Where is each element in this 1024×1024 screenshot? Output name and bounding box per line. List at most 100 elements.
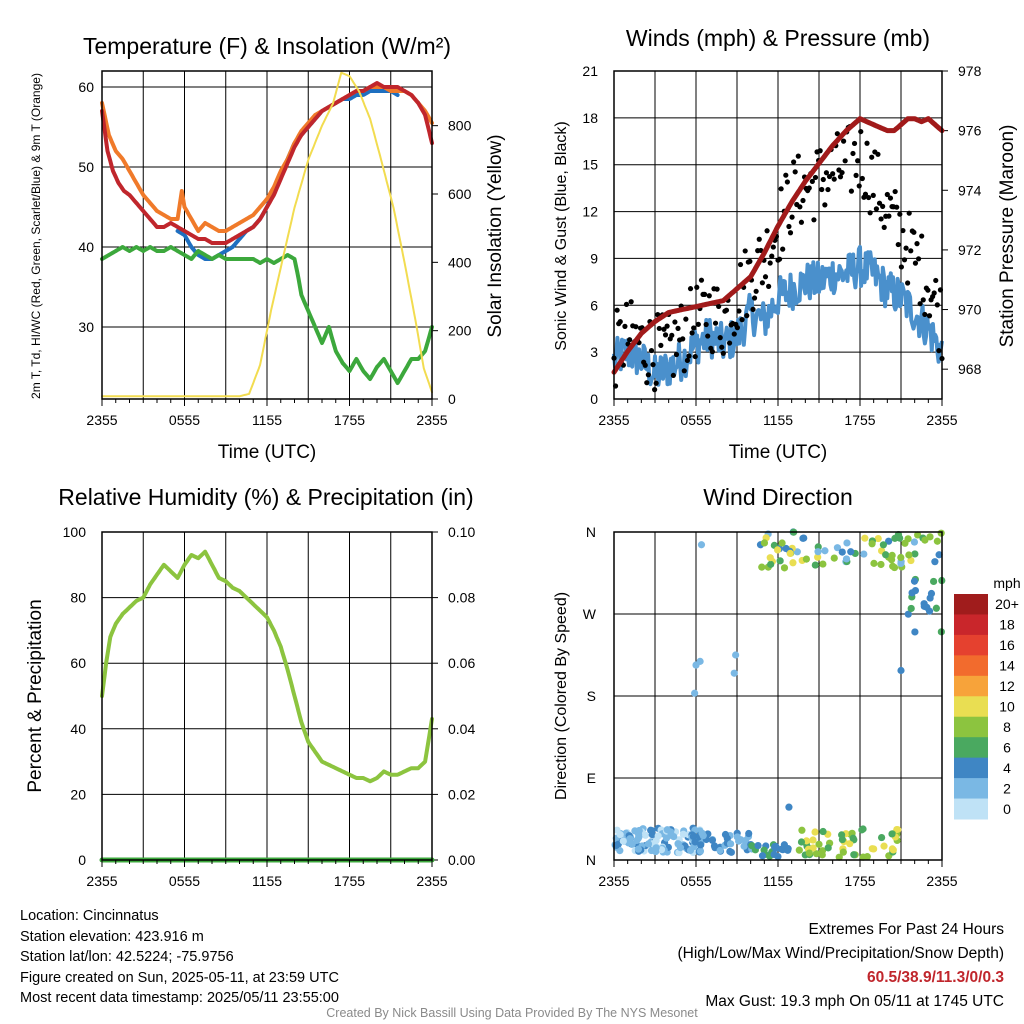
- gust-dot: [652, 387, 658, 393]
- gust-dot: [770, 244, 776, 250]
- wind-y-tick-label: 0: [590, 391, 598, 407]
- direction-dot: [740, 842, 748, 850]
- direction-dot: [882, 551, 890, 559]
- direction-dot: [733, 833, 741, 841]
- gust-dot: [898, 264, 904, 270]
- rh-y-tick-label: 20: [70, 786, 86, 802]
- gust-dot: [867, 210, 873, 216]
- colorbar-label: 18: [999, 617, 1015, 633]
- rh-y-tick-label: 0: [78, 852, 86, 868]
- wind-y2-tick-label: 972: [958, 242, 982, 258]
- gust-dot: [623, 301, 630, 307]
- colorbar-swatch: [954, 634, 988, 656]
- gust-dot: [934, 302, 940, 308]
- gust-dot: [747, 258, 753, 264]
- gust-dot: [694, 284, 700, 290]
- gust-dot: [925, 287, 931, 293]
- gust-dot: [869, 154, 875, 160]
- direction-dot: [821, 547, 829, 555]
- direction-dot: [911, 586, 920, 595]
- direction-dot: [910, 577, 919, 585]
- wind-speed-line: [612, 244, 944, 387]
- direction-dot: [931, 558, 939, 566]
- extremes-values: 60.5/38.9/11.3/0/0.3: [866, 969, 1004, 986]
- wind-x-tick-label: 2355: [926, 412, 957, 428]
- direction-dot: [799, 534, 807, 542]
- wind-y2-tick-label: 968: [958, 361, 982, 377]
- gust-dot: [767, 260, 773, 266]
- gust-dot: [783, 172, 789, 178]
- colorbar-unit: mph: [993, 575, 1020, 591]
- gust-dot: [892, 188, 898, 195]
- direction-dot: [835, 853, 843, 861]
- temp-x-label: Time (UTC): [218, 442, 317, 463]
- gust-dot: [842, 158, 848, 164]
- direction-dot: [910, 538, 919, 546]
- rh-y2-tick-label: 0.08: [448, 590, 475, 606]
- direction-dot: [927, 589, 936, 598]
- gust-dot: [876, 200, 883, 206]
- direction-dot: [697, 541, 706, 549]
- colorbar-swatch: [954, 737, 988, 759]
- gust-dot: [787, 230, 794, 236]
- rh-y-tick-label: 60: [70, 655, 86, 671]
- gust-dot: [831, 176, 837, 182]
- direction-dot: [809, 844, 817, 852]
- direction-dot: [780, 564, 789, 572]
- direction-dot: [897, 559, 905, 568]
- direction-dot: [691, 689, 699, 697]
- gust-dot: [887, 195, 894, 201]
- gust-dot: [633, 324, 639, 330]
- gust-dot: [806, 185, 812, 191]
- colorbar-swatch: [954, 614, 988, 636]
- panel-wind-direction: Wind Direction Direction (Colored By Spe…: [553, 484, 1021, 889]
- gust-dot: [786, 223, 792, 230]
- direction-dot: [697, 841, 705, 849]
- direction-dot: [676, 844, 685, 852]
- gust-dot: [853, 172, 859, 178]
- station-latlon: Station lat/lon: 42.5224; -75.9756: [20, 949, 234, 965]
- gust-dot: [865, 194, 872, 201]
- temp-y2-label: Solar Insolation (Yellow): [485, 134, 506, 337]
- direction-dot: [667, 828, 675, 836]
- direction-dot: [696, 657, 704, 665]
- extremes-box: Extremes For Past 24 Hours (High/Low/Max…: [678, 918, 1005, 1014]
- gust-dot: [880, 203, 886, 209]
- direction-dot: [772, 844, 781, 852]
- wind-plot-area: 0 3 6 9 12 15 18 21 968 970 972 974 976 978 2355 0555 11…: [582, 63, 981, 428]
- temp-x-tick-label: 1155: [252, 412, 282, 428]
- direction-dot: [937, 529, 945, 537]
- extremes-subtitle: (High/Low/Max Wind/Precipitation/Snow De…: [677, 945, 1005, 962]
- dir-x-tick-label: 1155: [763, 873, 793, 889]
- direction-dot: [634, 831, 643, 839]
- gust-dot: [664, 323, 670, 329]
- gust-dot: [648, 347, 655, 354]
- direction-dot: [686, 846, 695, 855]
- gust-dot: [811, 217, 817, 223]
- gust-dot: [720, 350, 726, 356]
- direction-dot: [850, 851, 858, 859]
- gust-dot: [875, 151, 881, 157]
- panel-winds: Winds (mph) & Pressure (mb) Sonic Wind &…: [553, 25, 1018, 463]
- gust-dot: [701, 291, 708, 297]
- gust-dot: [780, 246, 786, 252]
- gust-dot: [873, 206, 880, 212]
- gust-dot: [901, 257, 908, 263]
- gust-dot: [650, 362, 656, 368]
- wind-y-tick-label: 12: [582, 204, 598, 220]
- speed-colorbar: mph 20+ 18 16 14 12 10 8 6 4 2 0: [954, 575, 1021, 820]
- colorbar-label: 6: [1003, 739, 1011, 755]
- gust-dot: [617, 319, 623, 325]
- gust-dot: [719, 344, 725, 350]
- direction-dot: [708, 836, 716, 844]
- direction-dot: [662, 834, 671, 842]
- gust-dot: [653, 380, 659, 386]
- gust-dot: [744, 313, 750, 319]
- wind-x-tick-label: 0555: [680, 412, 711, 428]
- temp-x-tick-label: 1755: [334, 412, 365, 428]
- colorbar-label: 14: [999, 658, 1015, 674]
- gust-dot: [734, 325, 740, 331]
- wind-x-tick-label: 1755: [844, 412, 875, 428]
- direction-dot: [812, 850, 821, 858]
